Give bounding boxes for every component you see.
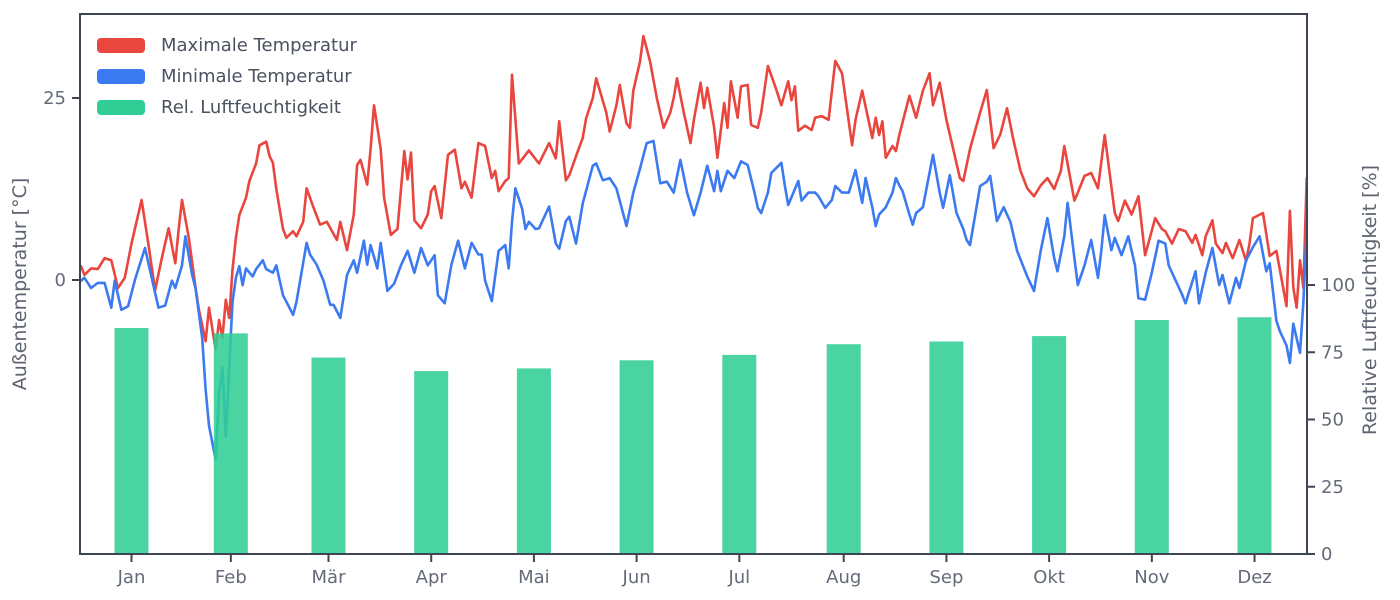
x-tick-label-Jan: Jan	[117, 567, 146, 588]
legend-item-min-temp: Minimale Temperatur	[97, 61, 357, 92]
right-tick-label: 25	[1321, 477, 1344, 498]
x-tick-label-Feb: Feb	[215, 567, 247, 588]
left-tick-label: 25	[43, 88, 66, 109]
axis-ticks: 25 0 100 75 50 25 0 Jan Feb Mär Apr Mai Jun Jul Aug Sep…	[43, 88, 1355, 588]
legend-label-min-temp: Minimale Temperatur	[161, 66, 352, 87]
right-tick-label: 0	[1321, 544, 1332, 565]
humidity-bar-Jan	[114, 328, 149, 554]
legend-label-max-temp: Maximale Temperatur	[161, 35, 357, 56]
x-tick-label-Dez: Dez	[1237, 567, 1271, 588]
x-tick-label-Jun: Jun	[622, 567, 651, 588]
min-temp-line	[79, 139, 1308, 462]
x-tick-label-Sep: Sep	[929, 567, 963, 588]
legend-label-humidity: Rel. Luftfeuchtigkeit	[161, 97, 341, 118]
humidity-bar-Jul	[722, 354, 757, 554]
min-temp-swatch	[97, 69, 145, 84]
right-axis-title: Relative Luftfeuchtigkeit [%]	[1359, 165, 1381, 435]
humidity-bar-Mai	[516, 368, 551, 554]
humidity-bar-Okt	[1032, 336, 1067, 554]
legend-item-humidity: Rel. Luftfeuchtigkeit	[97, 92, 357, 123]
x-tick-label-Okt: Okt	[1033, 567, 1065, 588]
temperature-lines	[79, 34, 1308, 462]
right-tick-label: 50	[1321, 410, 1344, 431]
x-tick-label-Mai: Mai	[518, 567, 550, 588]
humidity-bar-Mär	[311, 357, 346, 554]
legend: Maximale Temperatur Minimale Temperatur …	[97, 30, 357, 123]
x-tick-label-Mär: Mär	[312, 567, 347, 588]
humidity-bar-Nov	[1134, 320, 1169, 554]
humidity-bar-Aug	[826, 344, 861, 554]
humidity-bar-Apr	[414, 371, 449, 554]
humidity-bar-Dez	[1237, 317, 1272, 554]
humidity-bars	[114, 317, 1272, 554]
x-tick-label-Aug: Aug	[826, 567, 861, 588]
x-tick-label-Apr: Apr	[416, 567, 448, 588]
x-tick-label-Nov: Nov	[1134, 567, 1169, 588]
right-tick-label: 75	[1321, 342, 1344, 363]
legend-item-max-temp: Maximale Temperatur	[97, 30, 357, 61]
right-tick-label: 100	[1321, 275, 1355, 296]
left-tick-label: 0	[55, 270, 66, 291]
max-temp-line	[79, 34, 1308, 352]
left-axis-title: Außentemperatur [°C]	[9, 178, 31, 391]
x-tick-label-Jul: Jul	[727, 567, 750, 588]
humidity-bar-Jun	[619, 360, 654, 554]
humidity-bar-Sep	[929, 341, 964, 554]
max-temp-swatch	[97, 38, 145, 53]
humidity-bar-Feb	[213, 333, 248, 554]
humidity-swatch	[97, 100, 145, 115]
